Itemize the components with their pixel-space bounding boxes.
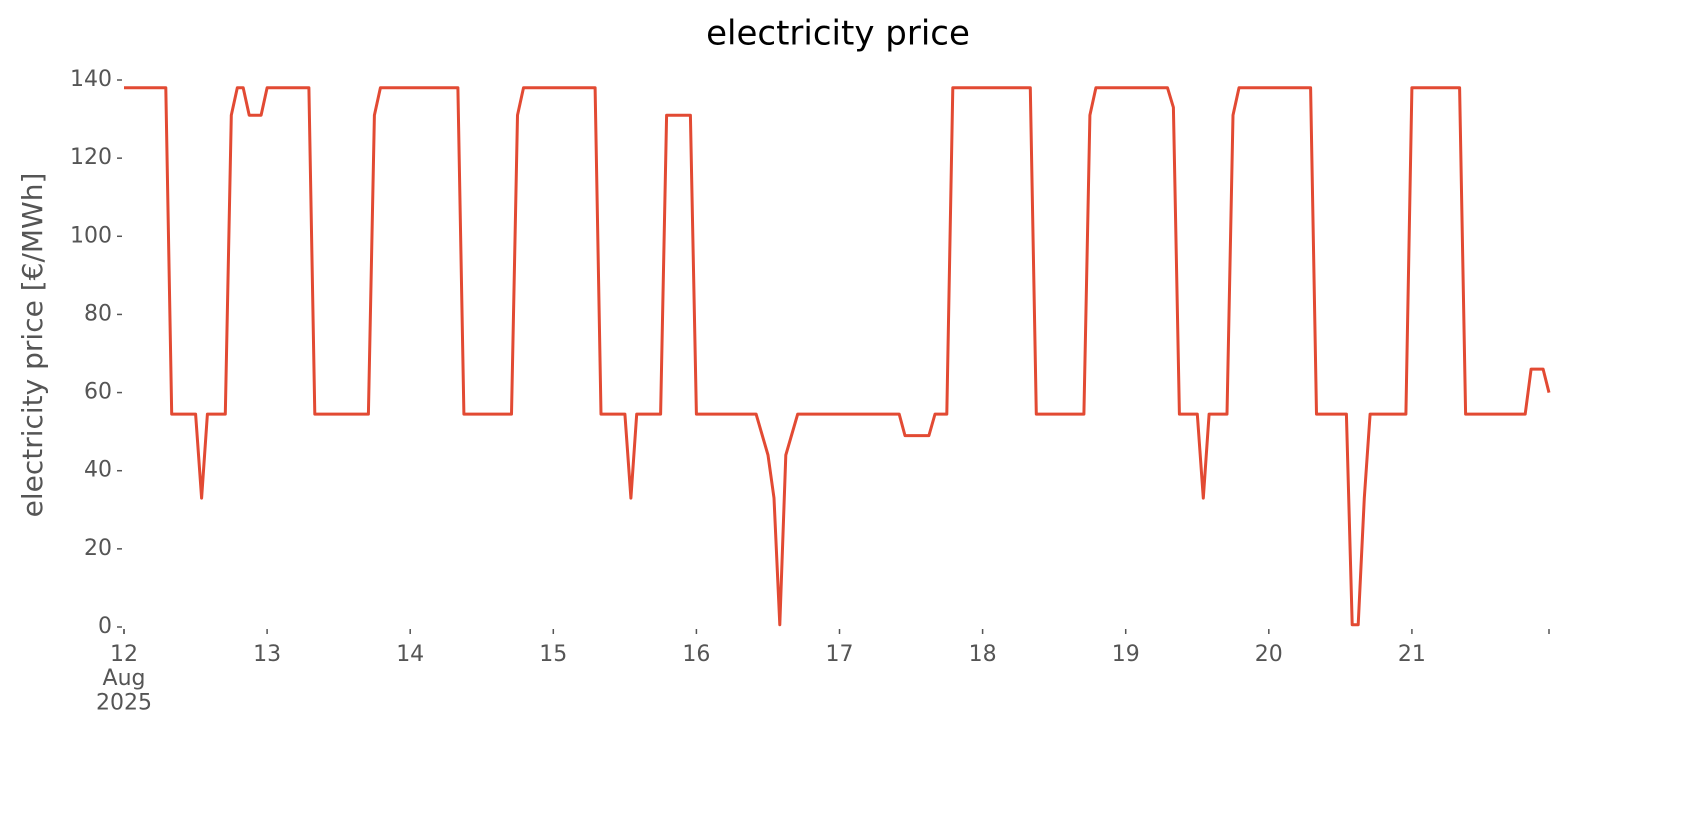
y-tick-label: 20 (84, 536, 112, 561)
y-tick-label: 140 (70, 67, 112, 92)
x-tick-label: 20 (1255, 642, 1283, 667)
x-tick-label: 19 (1112, 642, 1140, 667)
x-tick-label: 16 (682, 642, 710, 667)
x-tick-label: 17 (826, 642, 854, 667)
y-tick-label: 80 (84, 301, 112, 326)
y-axis-label: electricity price [€/MWh] (16, 173, 49, 518)
y-tick-label: 0 (98, 614, 112, 639)
y-tick-label: 120 (70, 145, 112, 170)
x-tick-label: 14 (396, 642, 424, 667)
x-tick-label: 13 (253, 642, 281, 667)
line (124, 86, 1551, 627)
y-tick-label: 60 (84, 380, 112, 405)
x-tick-label: 12 Aug 2025 (96, 642, 152, 715)
chart-title: electricity price (706, 14, 970, 54)
x-tick-label: 18 (969, 642, 997, 667)
y-tick-label: 40 (84, 458, 112, 483)
x-tick-label: 21 (1398, 642, 1426, 667)
x-tick-label: 15 (539, 642, 567, 667)
y-tick-label: 100 (70, 223, 112, 248)
